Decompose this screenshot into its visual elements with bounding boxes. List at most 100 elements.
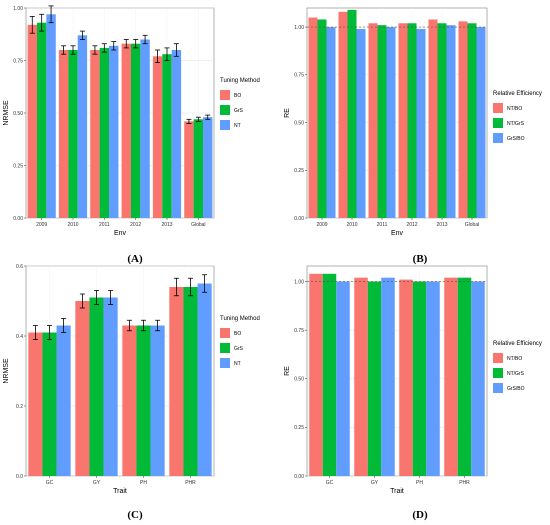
bar-nt-bo (428, 19, 438, 219)
bar-nt (103, 297, 118, 476)
bar-grs (89, 297, 104, 476)
bar-bo (169, 287, 184, 476)
bar-nt-grs (412, 281, 427, 476)
bar-grs (136, 325, 151, 476)
bar-grs-bo (336, 281, 350, 476)
bar-nt-bo (308, 17, 318, 218)
x-tick-label: GY (371, 480, 379, 486)
y-tick-label: 0.75 (294, 73, 304, 79)
bar-nt (150, 325, 165, 476)
x-axis-title: Env (114, 230, 127, 237)
legend-label: GrS (234, 346, 244, 352)
bar-bo (75, 301, 90, 476)
legend-label: NT/BO (507, 106, 522, 112)
x-tick-label: GY (93, 480, 101, 486)
legend-swatch (220, 328, 230, 338)
legend-label: NT/BO (507, 356, 522, 362)
chart-panel-a: 0.00 0.25 0.50 0.75 1.00 2009 2010 2011 2012 2013… (3, 5, 260, 265)
bar-nt (140, 39, 150, 218)
legend-swatch (493, 118, 503, 128)
y-axis-title: NRMSE (3, 100, 10, 126)
legend-title: Tuning Method (220, 78, 260, 84)
bar-nt-grs (347, 9, 357, 219)
y-tick-label: 0.75 (294, 328, 304, 334)
x-tick-label: PHR (459, 480, 470, 486)
y-tick-label: 0.2 (16, 404, 23, 410)
bar-grs-bo (471, 281, 485, 476)
y-tick-label: 0.4 (16, 334, 23, 340)
bar-bo (27, 24, 37, 218)
y-tick-label: 0.75 (13, 58, 23, 64)
x-tick-label: GC (326, 480, 334, 486)
bar-grs-bo (416, 29, 426, 218)
bar-bo (122, 325, 137, 476)
legend-label: GrS/BO (507, 136, 525, 142)
bar-nt-bo (399, 279, 413, 476)
bar-grs (99, 47, 110, 219)
x-axis-title: Env (391, 230, 404, 237)
bar-nt-grs (317, 19, 327, 219)
panel-label: (A) (127, 253, 143, 265)
x-tick-label: PH (140, 480, 147, 486)
bar-nt-grs (467, 23, 477, 218)
legend-swatch (493, 133, 503, 143)
legend-title: Relative Efficiency (493, 91, 542, 97)
y-tick-label: 0.50 (294, 377, 304, 383)
y-tick-label: 1.00 (294, 25, 304, 31)
plot-area (306, 7, 488, 219)
bar-nt (46, 14, 56, 218)
y-tick-label: 1.00 (294, 279, 304, 285)
legend-swatch (493, 368, 503, 378)
bar-nt (197, 283, 212, 476)
x-tick-label: 2011 (377, 222, 388, 228)
bar-nt (171, 50, 182, 218)
bar-bo (28, 332, 43, 476)
y-tick-label: 0.25 (294, 425, 304, 431)
bar-nt (109, 45, 119, 218)
y-axis-title: RE (284, 108, 291, 118)
legend-label: GrS/BO (507, 386, 525, 392)
y-axis-title: NRMSE (3, 358, 10, 384)
bar-nt-bo (444, 277, 458, 476)
bar-nt-grs (377, 25, 387, 218)
bar-grs (68, 50, 78, 218)
bar-nt (203, 117, 213, 218)
bar-grs-bo (446, 25, 456, 218)
chart-panel-c: 0.0 0.2 0.4 0.6 GC GY PH PHR Trait NRMSE Tuning Me… (3, 264, 260, 521)
panel-label: (C) (127, 509, 143, 521)
bar-nt-bo (458, 21, 468, 219)
x-tick-label: PHR (185, 480, 196, 486)
bar-nt-grs (367, 281, 382, 476)
bar-bo (90, 50, 100, 218)
bar-grs-bo (356, 29, 366, 218)
bar-nt-bo (354, 277, 368, 476)
bar-grs (193, 119, 204, 218)
bar-grs-bo (381, 277, 395, 476)
bar-bo (152, 56, 163, 218)
legend-swatch (220, 358, 230, 368)
x-axis-title: Trait (113, 488, 127, 495)
bar-nt-grs (322, 273, 337, 476)
y-axis-title: RE (284, 366, 291, 376)
y-tick-label: 1.00 (13, 6, 23, 12)
legend-swatch (493, 353, 503, 363)
x-tick-label: 2010 (67, 222, 78, 228)
bar-bo (58, 50, 69, 218)
legend-label: BO (234, 331, 241, 337)
bar-grs-bo (326, 27, 336, 218)
bar-grs (42, 332, 57, 476)
chart-panel-d: 0.00 0.25 0.50 0.75 1.00 GC GY PH PHR Trait RE Rela… (284, 265, 542, 521)
legend-swatch (220, 120, 230, 130)
legend-title: Relative Efficiency (493, 341, 542, 347)
legend-title: Tuning Method (220, 316, 260, 322)
x-tick-label: 2012 (130, 222, 141, 228)
legend-label: GrS (234, 108, 244, 114)
legend-swatch (493, 383, 503, 393)
x-tick-label: 2010 (346, 222, 357, 228)
y-tick-label: 0.00 (294, 474, 304, 480)
x-tick-label: 2013 (436, 222, 447, 228)
bar-grs (162, 54, 172, 219)
legend-label: NT (234, 361, 241, 367)
bar-nt-grs (407, 23, 417, 218)
